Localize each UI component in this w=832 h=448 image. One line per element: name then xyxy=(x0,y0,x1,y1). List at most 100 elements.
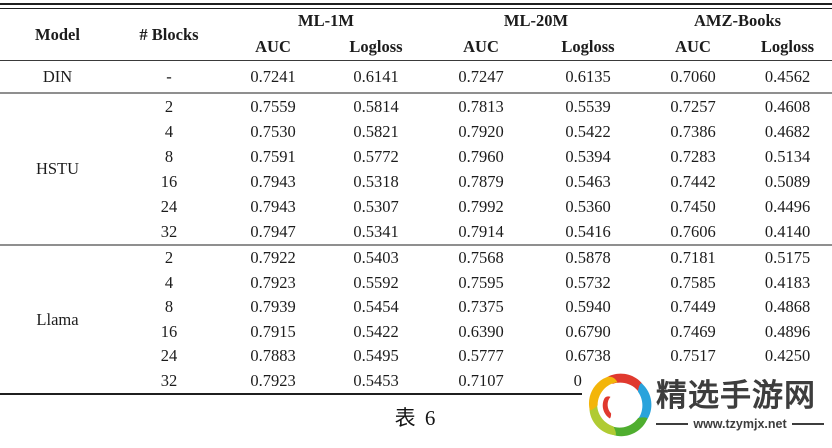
table-header: Model # Blocks ML-1M ML-20M AMZ-Books AU… xyxy=(0,9,832,61)
value-cell: 0.7530 xyxy=(250,121,296,141)
value-cell: 0.7879 xyxy=(458,171,504,191)
model-cell-hstu: HSTU xyxy=(0,93,115,246)
header-blocks: # Blocks xyxy=(115,9,223,61)
value-cell: 0.7920 xyxy=(458,121,504,141)
blocks-cell: 4 xyxy=(164,272,174,292)
section-hstu: HSTU 2 0.7559 0.5814 0.7813 0.5539 0.725… xyxy=(0,93,832,246)
blocks-cell: 32 xyxy=(115,219,223,246)
value-cell: 0.7442 xyxy=(670,171,716,191)
value-cell: 0.4896 xyxy=(764,321,811,341)
blocks-cell: 24 xyxy=(160,346,178,366)
table-row: 24 0.7883 0.5495 0.5777 0.6738 0.7517 0.… xyxy=(0,344,832,369)
value-cell: 0.7449 xyxy=(670,297,716,317)
value-cell: 0.5403 xyxy=(353,248,399,268)
header-auc-ml20m: AUC xyxy=(429,33,533,61)
value-cell: 0.5318 xyxy=(353,171,399,191)
table-row: 16 0.7915 0.5422 0.6390 0.6790 0.7469 0.… xyxy=(0,320,832,345)
value-cell: 0.7914 xyxy=(429,219,533,246)
blocks-cell: 2 xyxy=(164,96,174,116)
value-cell: 0.7939 xyxy=(250,297,296,317)
value-cell: 0.7960 xyxy=(458,146,504,166)
value-cell: 0.5539 xyxy=(565,96,611,116)
value-cell: 0.7883 xyxy=(250,346,296,366)
table-row: HSTU 2 0.7559 0.5814 0.7813 0.5539 0.725… xyxy=(0,93,832,246)
value-cell: 0.7595 xyxy=(458,272,504,292)
section-din: DIN - 0.7241 0.6141 0.7247 0.6135 0.7060… xyxy=(0,60,832,94)
table-row: 32 0.7947 0.5341 0.7914 0.5416 0.7606 0.… xyxy=(0,219,832,246)
value-cell: 0.5089 xyxy=(764,171,811,191)
table-row: DIN - 0.7241 0.6141 0.7247 0.6135 0.7060… xyxy=(0,60,832,94)
table-caption: 表 6 xyxy=(394,406,438,430)
table-row: 8 0.7591 0.5772 0.7960 0.5394 0.7283 0.5… xyxy=(0,144,832,169)
value-cell: 0.6141 xyxy=(323,60,429,94)
value-cell: 0.5592 xyxy=(353,272,399,292)
value-cell: 0.7517 xyxy=(670,346,716,366)
value-cell: 0.7591 xyxy=(250,146,296,166)
value-cell: 0.4562 xyxy=(743,60,832,94)
value-cell: 0.7915 xyxy=(250,321,296,341)
value-cell: 0.7585 xyxy=(670,272,716,292)
blocks-cell: 8 xyxy=(164,146,174,166)
value-cell: 0.7992 xyxy=(458,196,504,216)
blocks-cell: - xyxy=(115,60,223,94)
blocks-cell: 32 xyxy=(160,370,178,390)
value-cell: 0.5422 xyxy=(353,321,399,341)
value-cell: 0.7559 xyxy=(250,96,296,116)
url-dash-right xyxy=(791,422,824,426)
value-cell: 0.6135 xyxy=(533,60,643,94)
header-group-row: Model # Blocks ML-1M ML-20M AMZ-Books xyxy=(0,9,832,61)
value-cell: 0.5341 xyxy=(323,219,429,246)
header-metric-row: AUC Logloss AUC Logloss AUC Logloss xyxy=(0,33,832,61)
value-cell: 0.5394 xyxy=(565,146,611,166)
table-row: 8 0.7939 0.5454 0.7375 0.5940 0.7449 0.4… xyxy=(0,295,832,320)
site-watermark: 精选手游网 www.tzymjx.net xyxy=(582,361,832,448)
table-row: 4 0.7530 0.5821 0.7920 0.5422 0.7386 0.4… xyxy=(0,119,832,144)
watermark-text-block: 精选手游网 www.tzymjx.net xyxy=(656,378,832,431)
header-model: Model xyxy=(0,9,115,61)
table-top-rule xyxy=(0,3,832,9)
value-cell: 0.5360 xyxy=(565,196,611,216)
table-row: Llama 2 0.7922 0.5403 0.7568 0.5878 0.71… xyxy=(0,245,832,328)
model-cell-din: DIN xyxy=(0,60,115,94)
value-cell: 0.6738 xyxy=(565,346,611,366)
table-row: 24 0.7943 0.5307 0.7992 0.5360 0.7450 0.… xyxy=(0,194,832,219)
model-cell-llama: Llama xyxy=(36,309,79,329)
value-cell: 0.5777 xyxy=(458,346,504,366)
value-cell: 0.7923 xyxy=(250,370,296,390)
value-cell: 0.7181 xyxy=(670,248,716,268)
value-cell: 0.5821 xyxy=(353,121,399,141)
blocks-cell: 24 xyxy=(160,196,178,216)
value-cell: 0.7283 xyxy=(670,146,716,166)
value-cell: 0.7241 xyxy=(223,60,323,94)
value-cell: 0.4250 xyxy=(764,346,811,366)
pinwheel-logo-icon xyxy=(589,373,652,436)
value-cell: 0.4140 xyxy=(743,219,832,246)
value-cell: 0.6790 xyxy=(565,321,611,341)
value-cell: 0.7107 xyxy=(458,370,504,390)
site-url: www.tzymjx.net xyxy=(693,416,787,431)
value-cell: 0.7247 xyxy=(429,60,533,94)
value-cell: 0.5878 xyxy=(565,248,611,268)
value-cell: 0.5134 xyxy=(764,146,811,166)
value-cell: 0.7947 xyxy=(223,219,323,246)
table-bottom-rule xyxy=(0,393,832,395)
value-cell: 0.7922 xyxy=(250,248,296,268)
value-cell: 0.5454 xyxy=(353,297,399,317)
value-cell: 0.7943 xyxy=(250,196,296,216)
value-cell: 0.7257 xyxy=(670,96,716,116)
value-cell: 0.7923 xyxy=(250,272,296,292)
value-cell: 0.5307 xyxy=(353,196,399,216)
value-cell: 0.5732 xyxy=(565,272,611,292)
results-table: Model # Blocks ML-1M ML-20M AMZ-Books AU… xyxy=(0,9,832,393)
value-cell: 0.5940 xyxy=(565,297,611,317)
header-auc-ml1m: AUC xyxy=(223,33,323,61)
blocks-cell: 4 xyxy=(164,121,174,141)
header-group-ml20m: ML-20M xyxy=(503,11,569,30)
value-cell: 0.4183 xyxy=(764,272,811,292)
value-cell: 0.7606 xyxy=(643,219,743,246)
value-cell: 0.7813 xyxy=(458,96,504,116)
value-cell: 0.4496 xyxy=(764,196,811,216)
site-name: 精选手游网 xyxy=(656,378,816,414)
value-cell: 0.4608 xyxy=(764,96,811,116)
header-logloss-amz: Logloss xyxy=(743,33,832,61)
